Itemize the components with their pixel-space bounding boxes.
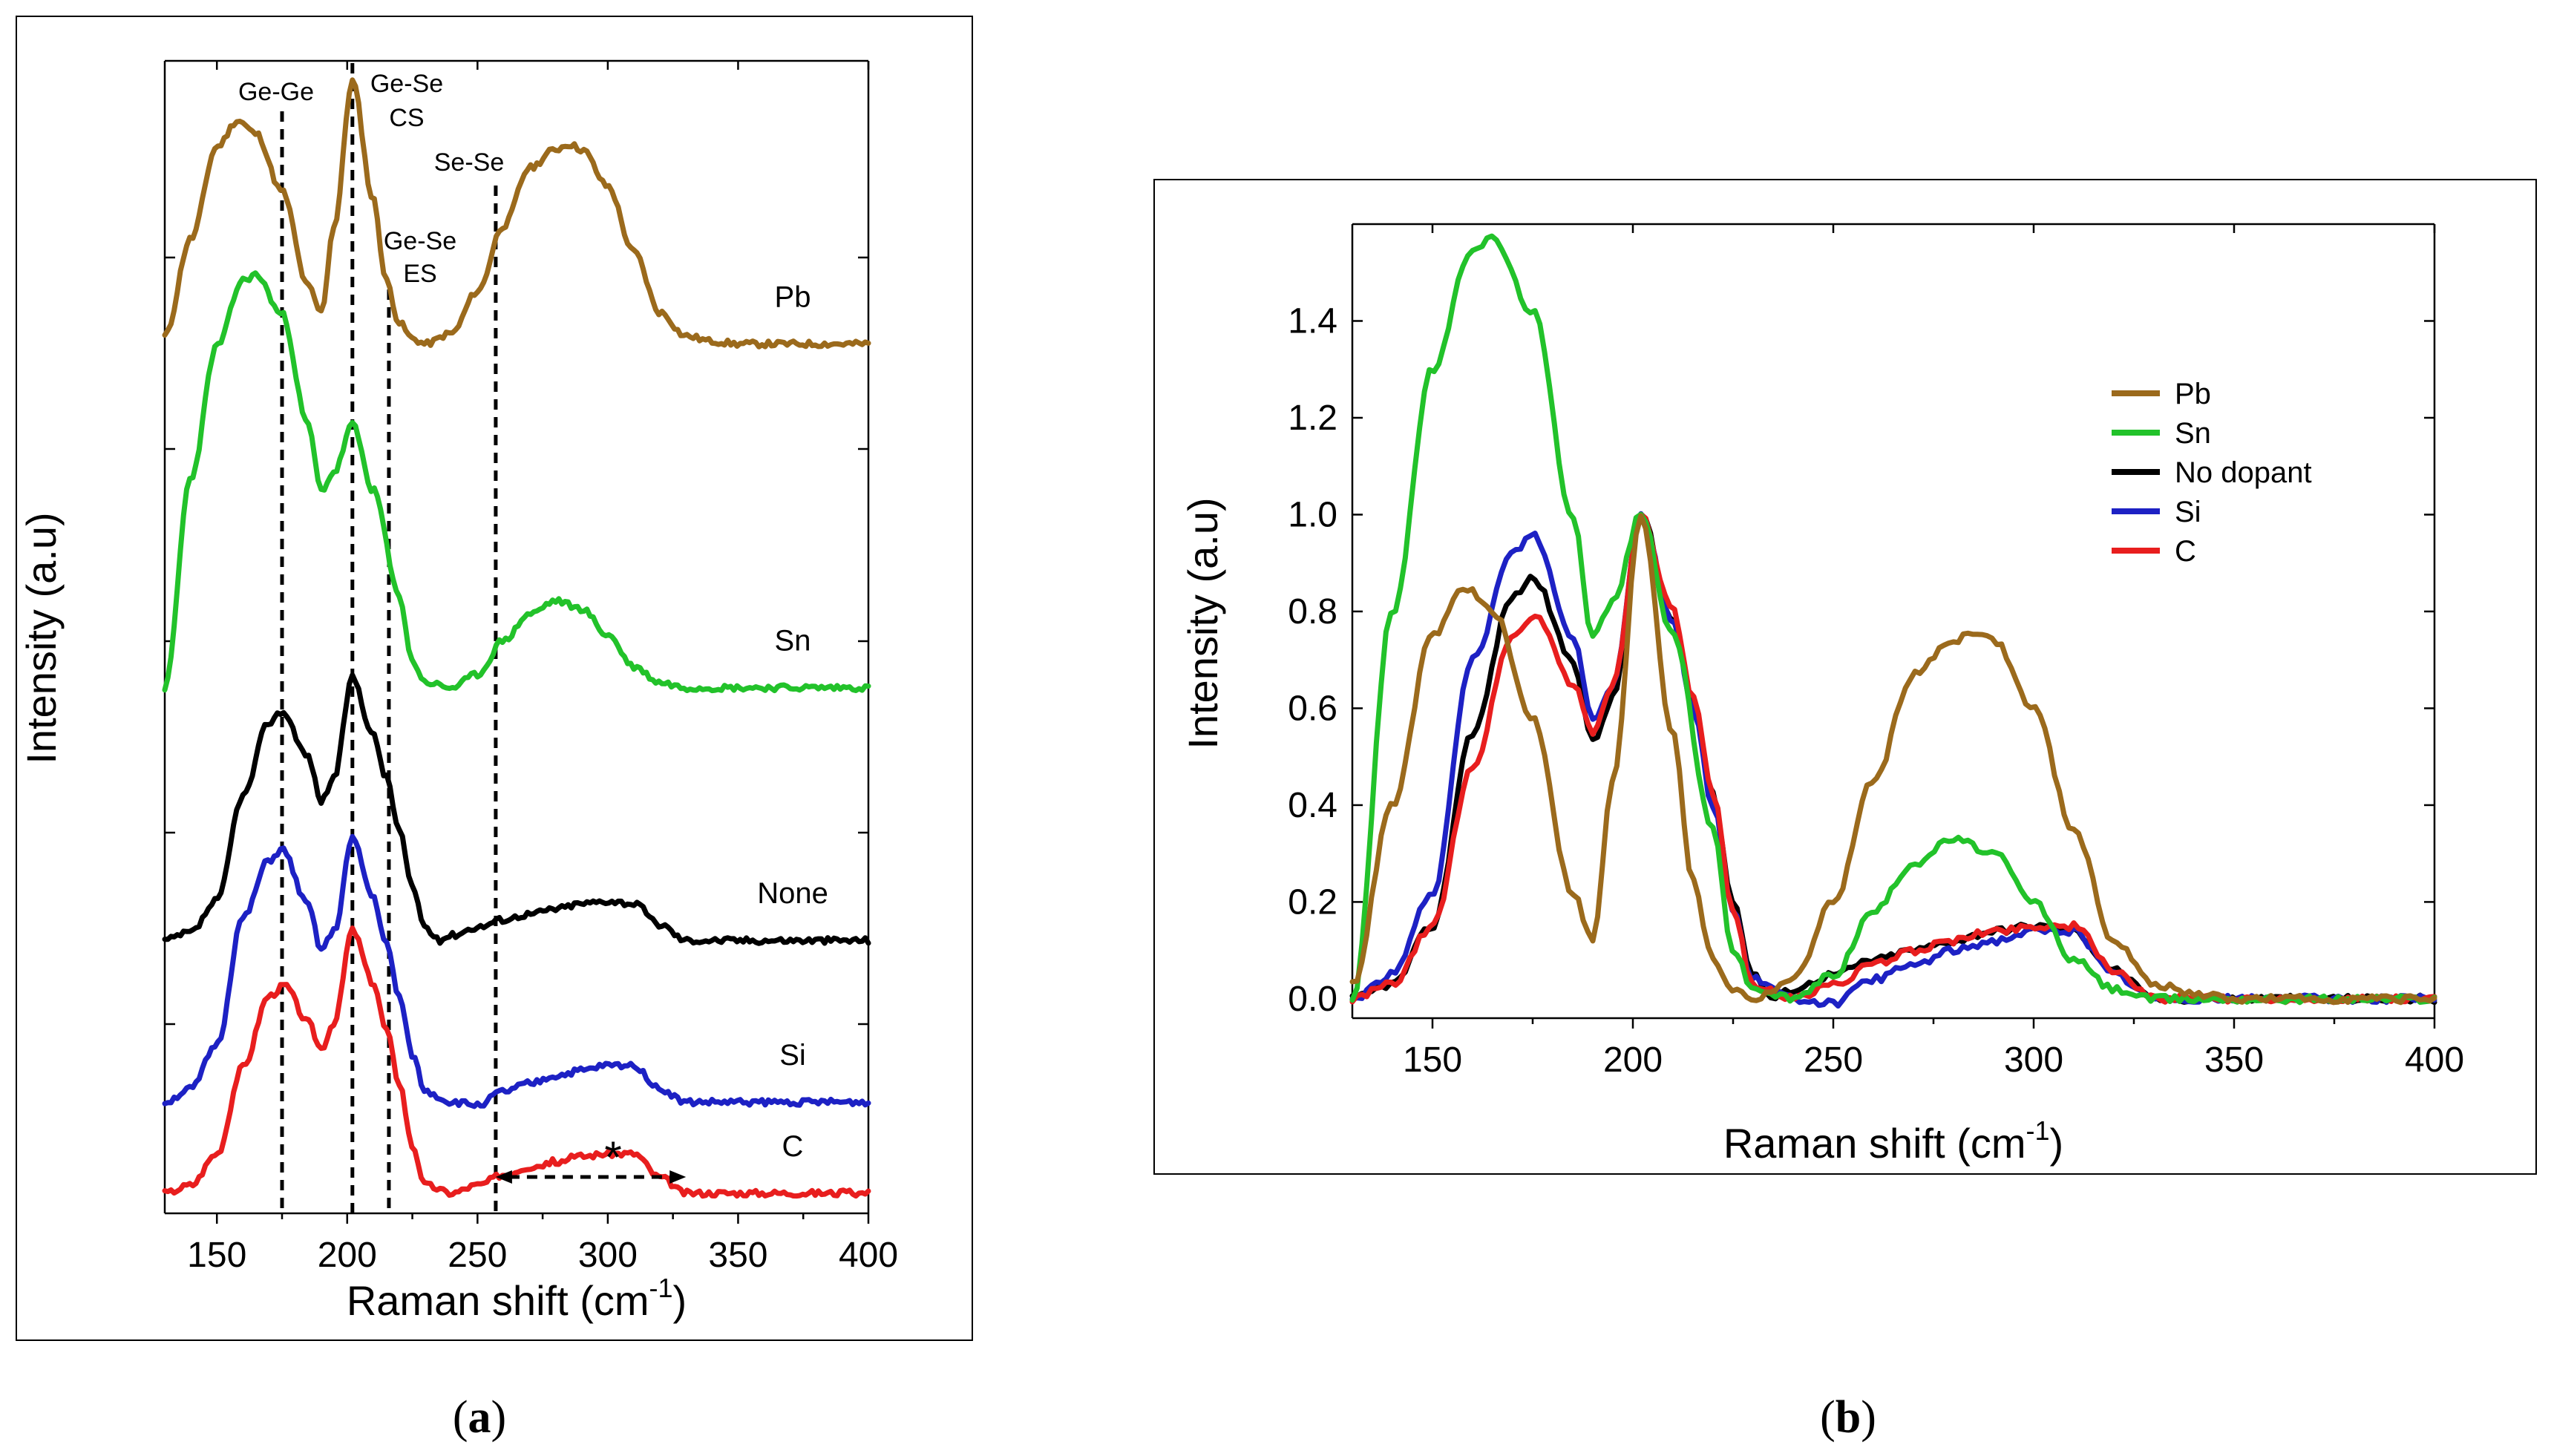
- panel-a: 150 200 250 300 350 400 Pb Sn None Si C Ge-Ge Ge-…: [16, 16, 973, 1341]
- b-xtick-label: 400: [2405, 1040, 2464, 1080]
- b-trace-sn: [1349, 233, 2437, 1006]
- a-trace-none: [162, 672, 871, 946]
- b-xtick-label: 150: [1403, 1040, 1462, 1080]
- b-ytick-label: 0.4: [1288, 786, 1337, 825]
- legend-label: Sn: [2175, 417, 2211, 450]
- panel-a-x-label: Raman shift (cm-1): [347, 1273, 687, 1324]
- b-xtick-label: 200: [1603, 1040, 1663, 1080]
- a-trace-si: [162, 833, 871, 1109]
- panel-a-frame: [16, 16, 973, 1341]
- annot-ge-se-es-line2: ES: [403, 260, 436, 288]
- panel-b-x-ticks: 150 200 250 300 350 400: [1403, 224, 2464, 1080]
- legend-label: No dopant: [2175, 456, 2312, 489]
- a-trace-sn: [162, 270, 871, 694]
- legend-label: Pb: [2175, 378, 2211, 410]
- b-ytick-label: 1.2: [1288, 399, 1337, 438]
- panel-a-traces: [162, 77, 871, 1199]
- a-trace-pb: [162, 77, 871, 350]
- panel-a-y-ticks: [165, 256, 868, 1026]
- panel-b-x-label: Raman shift (cm-1): [1723, 1115, 2063, 1167]
- amorphous-range-arrow: *: [495, 1132, 687, 1184]
- b-trace-none: [1349, 511, 2437, 1006]
- panel-b-y-label: Intensity (a.u): [1179, 497, 1226, 749]
- panel-a-series-labels: Pb Sn None Si C: [757, 281, 828, 1162]
- b-trace-si: [1349, 511, 2437, 1009]
- panel-a-reference-lines: [280, 63, 498, 1213]
- b-xtick-label: 350: [2204, 1040, 2264, 1080]
- annot-ge-ge: Ge-Ge: [238, 78, 314, 106]
- b-xtick-label: 300: [2004, 1040, 2063, 1080]
- a-series-label-c: C: [782, 1130, 804, 1163]
- legend-label: C: [2175, 535, 2196, 568]
- b-ytick-label: 1.4: [1288, 301, 1337, 341]
- annot-se-se: Se-Se: [434, 148, 505, 177]
- b-trace-pb: [1349, 513, 2437, 1006]
- annot-ge-se-cs-line1: Ge-Se: [370, 70, 443, 98]
- b-ytick-label: 0.0: [1288, 980, 1337, 1019]
- panel-b-legend: Pb Sn No dopant Si C: [2112, 378, 2312, 568]
- panel-a-x-ticks: 150 200 250 300 350 400: [187, 61, 898, 1275]
- a-series-label-si: Si: [779, 1039, 806, 1072]
- a-trace-c: [162, 925, 871, 1199]
- a-xtick-label: 250: [448, 1236, 507, 1275]
- legend-label: Si: [2175, 496, 2201, 528]
- panel-b: 150 200 250 300 350 400 0.0 0.2 0.4 0.6 0.8 1.0 1.2…: [1153, 179, 2537, 1175]
- panel-b-traces: [1349, 233, 2437, 1009]
- b-trace-c: [1349, 511, 2437, 1006]
- annot-ge-se-cs-line2: CS: [389, 104, 424, 132]
- a-xtick-label: 200: [318, 1236, 377, 1275]
- annot-ge-se-es-line1: Ge-Se: [384, 227, 456, 255]
- b-ytick-label: 1.0: [1288, 495, 1337, 534]
- a-xtick-label: 350: [708, 1236, 767, 1275]
- b-xtick-label: 250: [1804, 1040, 1863, 1080]
- b-ytick-label: 0.6: [1288, 689, 1337, 728]
- caption-b: (b): [1820, 1392, 1876, 1443]
- a-xtick-label: 150: [187, 1236, 246, 1275]
- range-arrow-left-head: [495, 1170, 512, 1184]
- panel-b-frame: [1153, 179, 2537, 1175]
- caption-a: (a): [453, 1392, 506, 1443]
- panel-a-y-label: Intensity (a.u): [18, 512, 65, 764]
- a-xtick-label: 300: [578, 1236, 638, 1275]
- panel-b-y-ticks: 0.0 0.2 0.4 0.6 0.8 1.0 1.2 1.4: [1288, 301, 2434, 1019]
- a-series-label-none: None: [757, 877, 828, 910]
- range-arrow-right-head: [669, 1170, 687, 1184]
- annot-star: *: [604, 1132, 621, 1182]
- b-ytick-label: 0.2: [1288, 882, 1337, 922]
- a-xtick-label: 400: [839, 1236, 898, 1275]
- b-ytick-label: 0.8: [1288, 592, 1337, 632]
- a-series-label-sn: Sn: [775, 625, 811, 658]
- a-series-label-pb: Pb: [775, 281, 811, 313]
